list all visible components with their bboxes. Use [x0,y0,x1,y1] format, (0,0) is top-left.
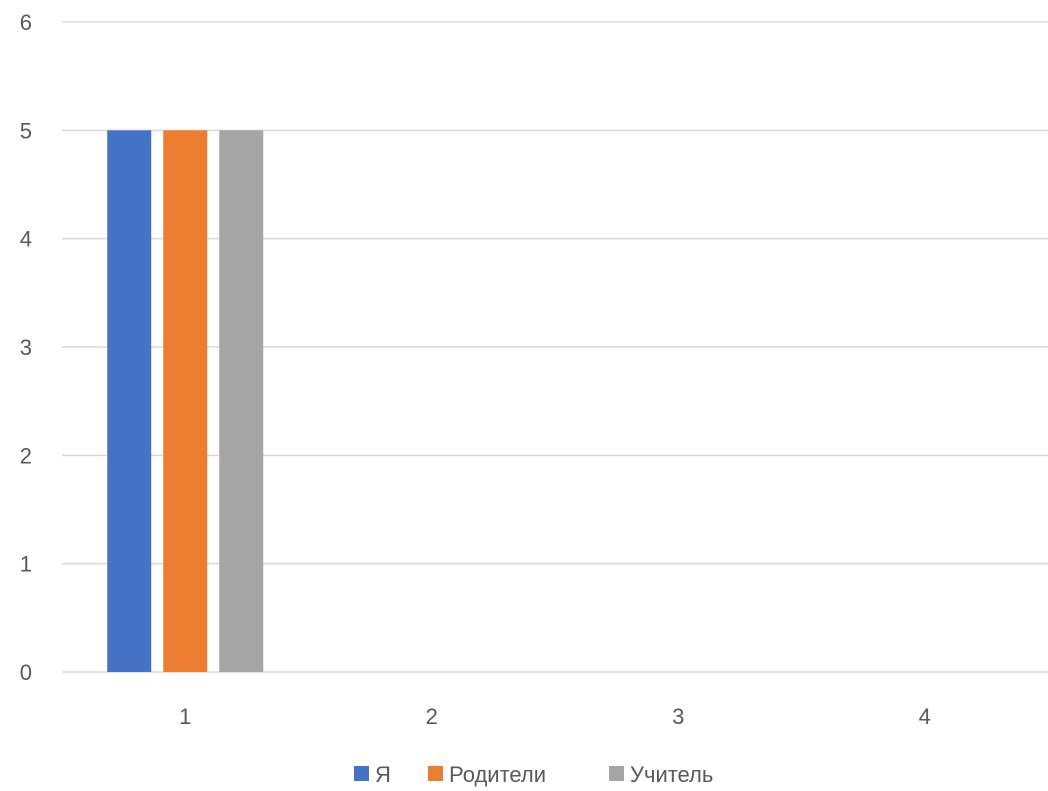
y-tick-label: 0 [20,660,32,685]
bars [107,130,264,673]
legend-label: Я [375,762,391,787]
x-tick-label: 4 [919,704,931,729]
x-tick-label: 2 [426,704,438,729]
y-tick-label: 4 [20,227,32,252]
gridlines [62,21,1048,673]
legend-label: Родители [449,762,546,787]
y-tick-label: 1 [20,552,32,577]
legend: Я Родители Учитель [354,762,713,787]
bar-1-1 [107,130,152,673]
y-tick-label: 6 [20,10,32,35]
bar-3-1 [219,130,264,673]
y-tick-label: 5 [20,118,32,143]
legend-swatch [428,766,443,781]
x-tick-label: 1 [179,704,191,729]
legend-swatch [609,766,624,781]
bar-2-1 [163,130,208,673]
legend-label: Учитель [630,762,713,787]
legend-swatch [354,766,369,781]
y-axis-tick-labels: 0 1 2 3 4 5 6 [20,10,32,685]
x-tick-label: 3 [672,704,684,729]
y-tick-label: 3 [20,335,32,360]
y-tick-label: 2 [20,443,32,468]
x-axis-tick-labels: 1 2 3 4 [179,704,931,729]
